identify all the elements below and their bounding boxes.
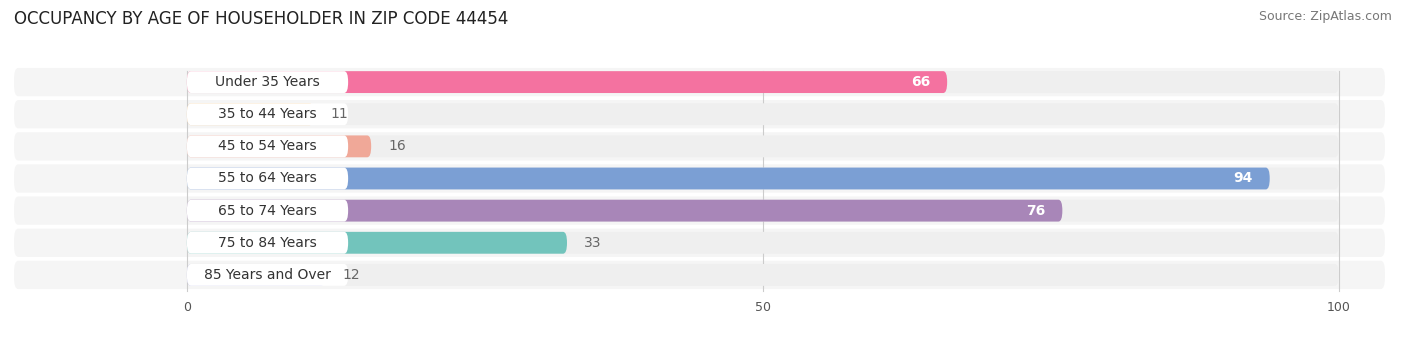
FancyBboxPatch shape: [187, 168, 1270, 189]
FancyBboxPatch shape: [187, 264, 325, 286]
FancyBboxPatch shape: [187, 135, 349, 157]
Text: 45 to 54 Years: 45 to 54 Years: [218, 139, 316, 153]
Text: 55 to 64 Years: 55 to 64 Years: [218, 171, 316, 186]
FancyBboxPatch shape: [187, 135, 1339, 157]
FancyBboxPatch shape: [187, 71, 349, 93]
FancyBboxPatch shape: [187, 135, 371, 157]
FancyBboxPatch shape: [187, 168, 349, 189]
Text: Source: ZipAtlas.com: Source: ZipAtlas.com: [1258, 10, 1392, 23]
FancyBboxPatch shape: [187, 232, 1339, 254]
Text: Under 35 Years: Under 35 Years: [215, 75, 321, 89]
FancyBboxPatch shape: [187, 232, 567, 254]
Text: 12: 12: [343, 268, 360, 282]
FancyBboxPatch shape: [187, 71, 1339, 93]
FancyBboxPatch shape: [187, 200, 1063, 222]
Text: 35 to 44 Years: 35 to 44 Years: [218, 107, 316, 121]
FancyBboxPatch shape: [14, 68, 1385, 96]
FancyBboxPatch shape: [187, 103, 314, 125]
Text: 66: 66: [911, 75, 929, 89]
Text: OCCUPANCY BY AGE OF HOUSEHOLDER IN ZIP CODE 44454: OCCUPANCY BY AGE OF HOUSEHOLDER IN ZIP C…: [14, 10, 509, 28]
FancyBboxPatch shape: [187, 264, 349, 286]
FancyBboxPatch shape: [14, 261, 1385, 289]
Text: 65 to 74 Years: 65 to 74 Years: [218, 204, 316, 218]
FancyBboxPatch shape: [187, 264, 1339, 286]
Text: 94: 94: [1233, 171, 1253, 186]
Text: 11: 11: [330, 107, 349, 121]
FancyBboxPatch shape: [14, 100, 1385, 129]
Text: 33: 33: [585, 236, 602, 250]
FancyBboxPatch shape: [14, 197, 1385, 225]
FancyBboxPatch shape: [187, 103, 1339, 125]
FancyBboxPatch shape: [14, 164, 1385, 193]
FancyBboxPatch shape: [14, 132, 1385, 160]
Text: 75 to 84 Years: 75 to 84 Years: [218, 236, 316, 250]
Text: 16: 16: [388, 139, 406, 153]
FancyBboxPatch shape: [187, 71, 948, 93]
FancyBboxPatch shape: [14, 228, 1385, 257]
Text: 76: 76: [1026, 204, 1045, 218]
FancyBboxPatch shape: [187, 168, 1339, 189]
FancyBboxPatch shape: [187, 232, 349, 254]
FancyBboxPatch shape: [187, 200, 1339, 222]
FancyBboxPatch shape: [187, 103, 349, 125]
FancyBboxPatch shape: [187, 200, 349, 222]
Text: 85 Years and Over: 85 Years and Over: [204, 268, 330, 282]
